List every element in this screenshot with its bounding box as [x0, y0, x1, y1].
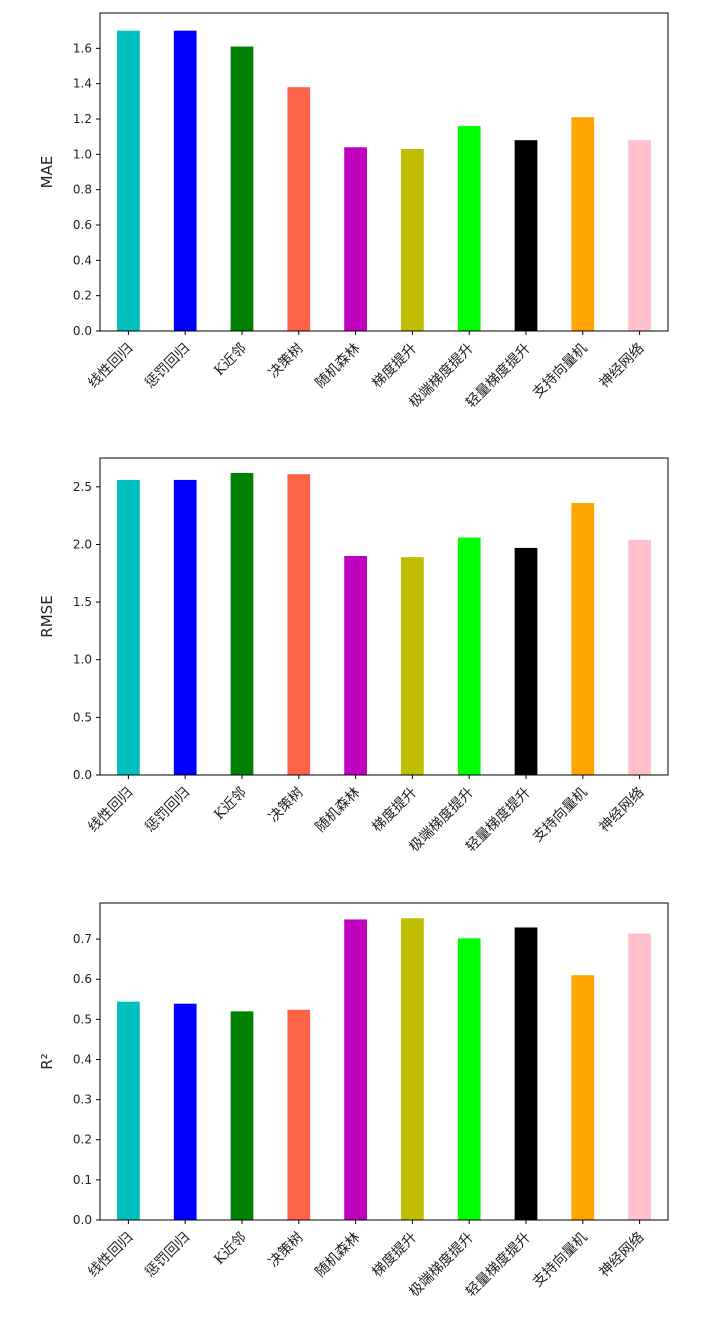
y-axis-title: MAE — [38, 156, 56, 189]
chart-panel-1: 0.0 0.2 0.4 0.6 0.8 1.0 1.2 1.4 1.6 线性回归 惩罚回归 K近邻 决策… — [38, 12, 669, 411]
bar-5 — [344, 555, 367, 775]
y-tick-label: 1.6 — [73, 41, 92, 55]
bar-10 — [628, 933, 651, 1220]
y-tick-label: 0.6 — [73, 972, 92, 986]
chart-panel-2: 0.0 0.5 1.0 1.5 2.0 2.5 线性回归 惩罚回归 K近邻 决策树 随机森林 梯度提升… — [38, 457, 669, 855]
y-tick-label: 0.0 — [73, 324, 92, 338]
y-tick-label: 0.4 — [73, 1052, 92, 1066]
x-tick-label: 决策树 — [265, 1229, 307, 1271]
bar-4 — [287, 87, 311, 331]
bar-6 — [401, 149, 424, 331]
bar-5 — [344, 147, 367, 331]
y-tick-label: 0.8 — [73, 183, 92, 197]
chart-panel-3: 0.0 0.1 0.2 0.3 0.4 0.5 0.6 0.7 线性回归 惩罚回归 K近邻 决策树 随机… — [38, 902, 669, 1300]
x-tick-label: 随机森林 — [313, 341, 364, 392]
bar-6 — [401, 557, 424, 775]
bar-10 — [628, 539, 651, 775]
x-tick-label: 线性回归 — [85, 1229, 137, 1281]
bar-7 — [457, 126, 481, 331]
bar-2 — [173, 479, 197, 775]
x-tick-label: 决策树 — [265, 784, 307, 826]
x-tick-label: 决策树 — [265, 340, 307, 382]
bar-6 — [401, 918, 424, 1220]
bar-5 — [344, 919, 367, 1220]
bar-1 — [117, 30, 140, 331]
x-tick-label: 支持向量机 — [530, 1230, 591, 1291]
bar-3 — [230, 1011, 254, 1220]
x-tick-label: 神经网络 — [597, 1230, 648, 1281]
bar-7 — [457, 537, 481, 775]
y-tick-label: 0.4 — [73, 253, 92, 267]
y-tick-label: 1.0 — [73, 147, 92, 161]
y-tick-label: 0.3 — [73, 1093, 92, 1107]
bar-1 — [117, 1001, 140, 1220]
bar-4 — [287, 1009, 311, 1220]
x-tick-label: 惩罚回归 — [141, 340, 193, 392]
x-tick-label: 梯度提升 — [369, 785, 420, 836]
plot-frame — [99, 12, 669, 332]
bar-2 — [173, 30, 197, 331]
x-tick-label: 梯度提升 — [369, 341, 420, 392]
bar-3 — [230, 46, 254, 331]
y-tick-label: 2.5 — [73, 480, 92, 494]
x-tick-label: 支持向量机 — [530, 341, 591, 402]
bar-9 — [571, 117, 595, 331]
y-tick-label: 0.0 — [73, 1213, 92, 1227]
y-tick-label: 0.7 — [73, 932, 92, 946]
y-axis-title: R² — [38, 1053, 56, 1069]
bar-8 — [514, 927, 538, 1220]
y-tick-label: 1.4 — [73, 77, 92, 91]
x-tick-label: 惩罚回归 — [141, 784, 193, 836]
y-tick-label: 0.0 — [73, 768, 92, 782]
y-axis-title: RMSE — [38, 595, 56, 637]
bar-10 — [628, 140, 651, 331]
y-tick-label: 0.6 — [73, 218, 92, 232]
x-tick-label: K近邻 — [211, 1230, 250, 1269]
y-tick-label: 1.5 — [73, 595, 92, 609]
y-tick-label: 0.2 — [73, 1133, 92, 1147]
bar-8 — [514, 140, 538, 331]
x-tick-label: 支持向量机 — [530, 785, 591, 846]
bar-8 — [514, 547, 538, 775]
x-tick-label: 随机森林 — [313, 1230, 364, 1281]
x-tick-label: 随机森林 — [313, 785, 364, 836]
plot-frame — [99, 457, 669, 776]
y-tick-label: 1.2 — [73, 112, 92, 126]
y-tick-label: 0.2 — [73, 289, 92, 303]
y-tick-label: 0.1 — [73, 1173, 92, 1187]
bar-3 — [230, 472, 254, 775]
bar-9 — [571, 502, 595, 775]
x-tick-label: 惩罚回归 — [141, 1229, 193, 1281]
y-tick-label: 2.0 — [73, 537, 92, 551]
y-tick-label: 0.5 — [73, 710, 92, 724]
bar-9 — [571, 975, 595, 1220]
x-tick-label: 神经网络 — [597, 341, 648, 392]
bar-4 — [287, 474, 311, 775]
x-tick-label: 神经网络 — [597, 785, 648, 836]
x-tick-label: 线性回归 — [85, 784, 137, 836]
bar-7 — [457, 938, 481, 1220]
x-tick-label: K近邻 — [211, 341, 250, 380]
plot-frame — [99, 902, 669, 1221]
x-tick-label: 线性回归 — [85, 340, 137, 392]
bar-2 — [173, 1003, 197, 1220]
y-tick-label: 0.5 — [73, 1012, 92, 1026]
x-tick-label: 梯度提升 — [369, 1230, 420, 1281]
y-tick-label: 1.0 — [73, 653, 92, 667]
bar-1 — [117, 479, 140, 775]
x-tick-label: K近邻 — [211, 785, 250, 824]
